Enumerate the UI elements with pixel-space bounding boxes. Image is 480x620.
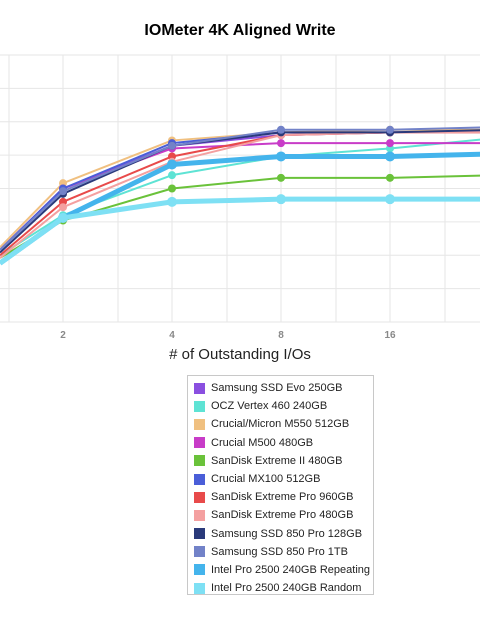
data-point — [385, 151, 395, 162]
legend-label: Crucial MX100 512GB — [211, 473, 321, 486]
series-line — [0, 129, 480, 254]
data-point — [168, 184, 176, 193]
data-point — [277, 139, 285, 148]
legend: Samsung SSD Evo 250GB OCZ Vertex 460 240G… — [187, 375, 374, 595]
legend-item[interactable]: Crucial/Micron M550 512GB — [188, 415, 373, 433]
legend-swatch — [194, 509, 205, 521]
data-point — [58, 212, 68, 223]
legend-item[interactable]: SanDisk Extreme Pro 960GB — [188, 488, 373, 506]
legend-label: Samsung SSD Evo 250GB — [211, 382, 343, 395]
legend-item[interactable]: SanDisk Extreme Pro 480GB — [188, 506, 373, 524]
legend-label: Samsung SSD 850 Pro 1TB — [211, 545, 348, 558]
data-point — [386, 139, 394, 148]
series-line — [0, 131, 480, 257]
legend-swatch — [194, 382, 205, 394]
data-point — [386, 173, 394, 182]
legend-item[interactable]: SanDisk Extreme II 480GB — [188, 452, 373, 470]
legend-item[interactable]: Crucial M500 480GB — [188, 434, 373, 452]
series-line — [0, 126, 480, 251]
legend-label: SanDisk Extreme Pro 960GB — [211, 491, 354, 504]
legend-label: Intel Pro 2500 240GB Random — [211, 582, 362, 595]
legend-swatch — [194, 418, 205, 430]
legend-item[interactable]: Samsung SSD 850 Pro 1TB — [188, 543, 373, 561]
legend-label: Crucial M500 480GB — [211, 436, 314, 449]
legend-swatch — [194, 473, 205, 485]
legend-swatch — [194, 546, 205, 558]
data-point — [277, 173, 285, 182]
legend-item[interactable]: Samsung SSD 850 Pro 128GB — [188, 525, 373, 543]
data-point — [385, 194, 395, 205]
x-tick-label: 8 — [278, 330, 284, 340]
data-point — [59, 203, 67, 212]
series-line — [0, 131, 480, 251]
legend-swatch — [194, 455, 205, 467]
x-axis-label: # of Outstanding I/Os — [169, 346, 311, 363]
legend-swatch — [194, 400, 205, 412]
series-line — [0, 131, 480, 259]
data-point — [386, 125, 394, 134]
line-chart: 2 4 8 16 — [0, 54, 480, 340]
series-lines — [0, 125, 480, 266]
x-tick-label: 4 — [169, 330, 175, 340]
data-point — [276, 151, 286, 162]
legend-label: Crucial/Micron M550 512GB — [211, 418, 350, 431]
data-point — [168, 141, 176, 150]
data-point — [167, 159, 177, 170]
x-tick-labels: 2 4 8 16 — [60, 330, 396, 340]
legend-item[interactable]: Samsung SSD Evo 250GB — [188, 379, 373, 397]
series-line — [0, 138, 480, 257]
x-tick-label: 16 — [384, 330, 396, 340]
legend-label: Samsung SSD 850 Pro 128GB — [211, 527, 363, 540]
legend-label: OCZ Vertex 460 240GB — [211, 400, 328, 413]
legend-label: Intel Pro 2500 240GB Repeating — [211, 563, 371, 576]
data-point — [277, 125, 285, 134]
legend-swatch — [194, 437, 205, 449]
legend-swatch — [194, 528, 205, 540]
legend-item[interactable]: OCZ Vertex 460 240GB — [188, 397, 373, 415]
series-line — [0, 151, 480, 266]
legend-swatch — [194, 582, 205, 594]
x-tick-label: 2 — [60, 330, 66, 340]
legend-label: SanDisk Extreme Pro 480GB — [211, 509, 354, 522]
data-point — [276, 194, 286, 205]
data-point — [167, 196, 177, 207]
data-point — [59, 187, 67, 196]
legend-swatch — [194, 564, 205, 576]
data-point — [168, 171, 176, 180]
chart-title: IOMeter 4K Aligned Write — [144, 22, 336, 39]
legend-item[interactable]: Intel Pro 2500 240GB Random — [188, 579, 373, 597]
series-line — [0, 131, 480, 251]
legend-swatch — [194, 491, 205, 503]
series-line — [0, 196, 480, 266]
legend-item[interactable]: Crucial MX100 512GB — [188, 470, 373, 488]
legend-label: SanDisk Extreme II 480GB — [211, 454, 343, 467]
legend-item[interactable]: Intel Pro 2500 240GB Repeating — [188, 561, 373, 579]
